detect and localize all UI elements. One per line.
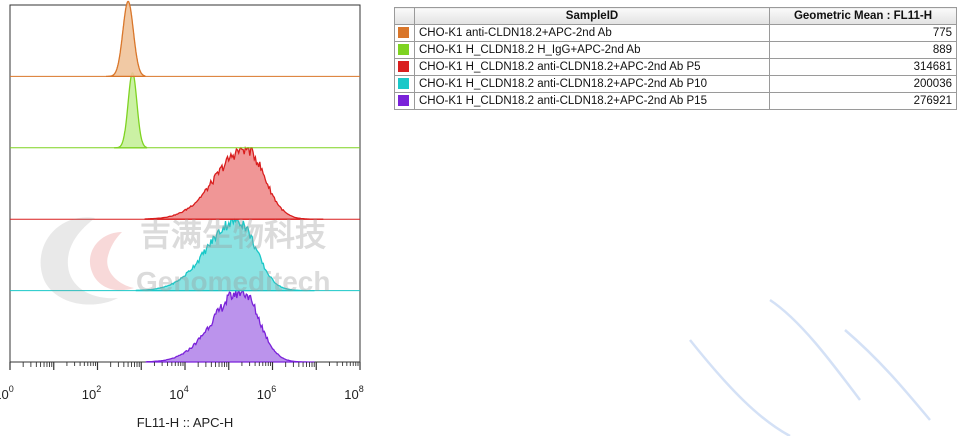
header-swatch-cell bbox=[394, 7, 415, 25]
series-histogram-area bbox=[135, 217, 315, 292]
row-swatch-cell bbox=[394, 41, 415, 59]
table-row: CHO-K1 H_CLDN18.2 anti-CLDN18.2+APC-2nd … bbox=[394, 75, 957, 93]
histogram-series-4 bbox=[10, 217, 360, 292]
header-sample-id: SampleID bbox=[414, 7, 770, 25]
histogram-layer bbox=[10, 0, 360, 363]
histogram-series-2 bbox=[10, 72, 360, 149]
sample-id-cell: CHO-K1 H_CLDN18.2 anti-CLDN18.2+APC-2nd … bbox=[414, 75, 770, 93]
x-tick-label: 104 bbox=[169, 384, 188, 402]
histogram-plot: 100 102 104 106 108 FL11-H :: APC-H bbox=[0, 0, 364, 430]
histogram-series-5 bbox=[145, 288, 315, 363]
row-swatch-cell bbox=[394, 75, 415, 93]
row-swatch-cell bbox=[394, 24, 415, 42]
table-row: CHO-K1 anti-CLDN18.2+APC-2nd Ab 775 bbox=[394, 24, 957, 42]
geometric-mean-cell: 200036 bbox=[769, 75, 957, 93]
table-row: CHO-K1 H_CLDN18.2 anti-CLDN18.2+APC-2nd … bbox=[394, 58, 957, 76]
plot-frame bbox=[9, 4, 361, 363]
table-row: CHO-K1 H_CLDN18.2 H_IgG+APC-2nd Ab 889 bbox=[394, 41, 957, 59]
x-axis-ticks bbox=[9, 362, 361, 370]
histogram-series-3 bbox=[10, 146, 360, 220]
x-tick-label: 108 bbox=[344, 384, 363, 402]
geometric-mean-cell: 314681 bbox=[769, 58, 957, 76]
x-axis-tick-labels: 100 102 104 106 108 bbox=[0, 384, 364, 402]
sample-id-cell: CHO-K1 anti-CLDN18.2+APC-2nd Ab bbox=[414, 24, 770, 42]
color-swatch bbox=[398, 61, 409, 73]
x-tick-label: 100 bbox=[0, 384, 14, 402]
sample-id-cell: CHO-K1 H_CLDN18.2 anti-CLDN18.2+APC-2nd … bbox=[414, 92, 770, 110]
header-geometric-mean: Geometric Mean : FL11-H bbox=[769, 7, 957, 25]
histogram-series-1 bbox=[10, 0, 360, 78]
geometric-mean-cell: 276921 bbox=[769, 92, 957, 110]
sample-id-cell: CHO-K1 H_CLDN18.2 anti-CLDN18.2+APC-2nd … bbox=[414, 58, 770, 76]
sample-stats-table: SampleID Geometric Mean : FL11-H CHO-K1 … bbox=[394, 7, 957, 110]
geometric-mean-cell: 889 bbox=[769, 41, 957, 59]
table-header-row: SampleID Geometric Mean : FL11-H bbox=[394, 7, 957, 25]
row-swatch-cell bbox=[394, 92, 415, 110]
color-swatch bbox=[398, 78, 409, 90]
x-tick-label: 102 bbox=[82, 384, 101, 402]
series-histogram-area bbox=[114, 72, 148, 149]
sample-id-cell: CHO-K1 H_CLDN18.2 H_IgG+APC-2nd Ab bbox=[414, 41, 770, 59]
color-swatch bbox=[398, 27, 409, 39]
color-swatch bbox=[398, 95, 409, 107]
table-row: CHO-K1 H_CLDN18.2 anti-CLDN18.2+APC-2nd … bbox=[394, 92, 957, 110]
color-swatch bbox=[398, 44, 409, 56]
series-histogram-area bbox=[106, 0, 146, 78]
x-tick-label: 106 bbox=[257, 384, 276, 402]
series-histogram-area bbox=[145, 288, 315, 363]
geometric-mean-cell: 775 bbox=[769, 24, 957, 42]
row-swatch-cell bbox=[394, 58, 415, 76]
watermark-signature bbox=[689, 298, 931, 436]
x-axis-label: FL11-H :: APC-H bbox=[137, 415, 234, 430]
series-histogram-area bbox=[144, 146, 324, 220]
